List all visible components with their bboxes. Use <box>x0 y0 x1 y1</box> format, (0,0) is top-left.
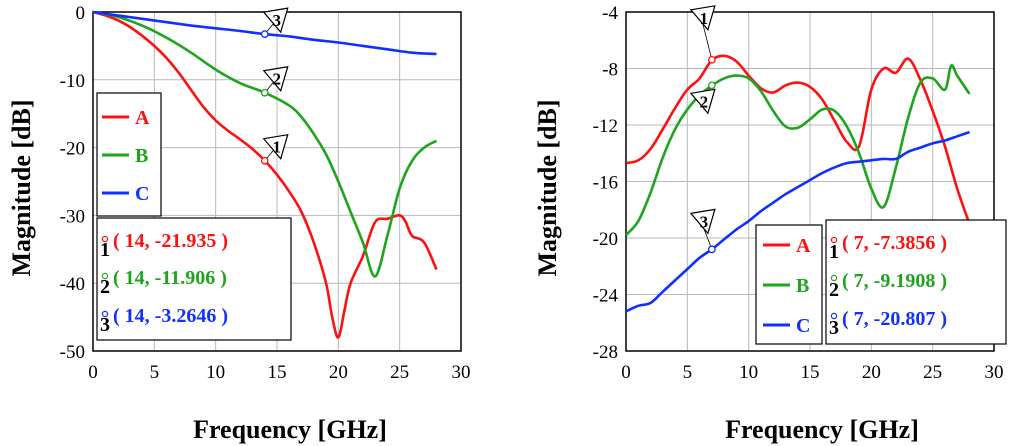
marker-flag-2 <box>689 88 716 115</box>
readout-dot-2 <box>101 272 109 280</box>
chart-left-legend: A B C <box>96 92 162 217</box>
marker-readout-box <box>96 217 292 341</box>
chart-left-marker-readout: 1 ( 14, -21.935 ) 2 ( 14, -11.906 ) 3 ( … <box>96 217 292 341</box>
marker-flag-number-1: 1 <box>700 9 709 28</box>
marker-point-2 <box>708 81 716 90</box>
x-tick-label: 0 <box>621 362 631 383</box>
y-tick-label: -20 <box>593 229 618 250</box>
readout-index-2: 2 <box>829 279 839 301</box>
readout-value-3: ( 14, -3.2646 ) <box>113 305 228 327</box>
x-tick-label: 30 <box>452 362 471 383</box>
legend-label-a: A <box>135 107 150 129</box>
chart-left-markers: 1 2 3 <box>260 7 289 165</box>
series-line-b <box>92 10 438 278</box>
marker-flag-number-2: 2 <box>272 70 281 89</box>
chart-right-marker-readout: 1 ( 7, -7.3856 ) 2 ( 7, -9.1908 ) 3 ( 7,… <box>825 219 1007 345</box>
readout-dot-1 <box>830 236 838 244</box>
readout-index-3: 3 <box>100 314 110 336</box>
legend-label-a: A <box>796 235 811 257</box>
x-tick-label: 25 <box>923 362 942 383</box>
chart-right-ticks: 0 5 10 15 20 25 30 -4 -8 -12 -16 -20 -24 -28 <box>593 3 1004 383</box>
legend-label-b: B <box>796 275 809 297</box>
y-tick-label: -50 <box>60 342 85 363</box>
readout-dot-1 <box>101 235 109 243</box>
x-tick-label: 20 <box>862 362 881 383</box>
chart-right-markers: 1 2 3 <box>689 5 716 254</box>
readout-index-3: 3 <box>829 317 839 339</box>
series-line-b <box>625 63 971 237</box>
marker-readout-box <box>825 219 1007 345</box>
chart-left-ticks: 0 5 10 15 20 25 30 0 -10 -20 -30 -40 -50 <box>60 3 471 383</box>
marker-point-1 <box>260 156 269 165</box>
marker-flag-3 <box>689 208 716 235</box>
readout-value-1: ( 14, -21.935 ) <box>113 230 228 252</box>
chart-left-y-axis-label: Magnitude [dB] <box>7 100 36 277</box>
readout-value-2: ( 7, -9.1908 ) <box>842 270 947 292</box>
x-tick-label: 10 <box>739 362 758 383</box>
y-tick-label: 0 <box>76 3 86 24</box>
marker-point-3 <box>260 30 269 38</box>
legend-label-c: C <box>135 183 149 205</box>
legend-label-c: C <box>796 315 810 337</box>
x-tick-label: 0 <box>88 362 98 383</box>
readout-index-1: 1 <box>100 239 110 261</box>
x-tick-label: 25 <box>390 362 409 383</box>
chart-left-x-axis-label: Frequency [GHz] <box>193 415 387 444</box>
series-line-a <box>92 10 438 339</box>
chart-right-legend: A B C <box>755 224 823 345</box>
x-tick-label: 5 <box>683 362 693 383</box>
y-tick-label: -4 <box>602 3 618 24</box>
marker-flag-3 <box>262 7 289 34</box>
marker-point-3 <box>708 245 716 254</box>
readout-index-1: 1 <box>829 241 839 263</box>
marker-flag-number-1: 1 <box>272 138 281 157</box>
chart-right: 0 5 10 15 20 25 30 -4 -8 -12 -16 -20 -24 -28 1 2 3 Freq… <box>533 3 1007 444</box>
marker-flag-2 <box>262 65 289 92</box>
readout-dot-2 <box>830 274 838 282</box>
chart-right-x-axis-label: Frequency [GHz] <box>725 415 919 444</box>
y-tick-label: -10 <box>60 71 85 92</box>
marker-point-1 <box>708 55 716 64</box>
marker-flag-number-3: 3 <box>700 212 709 231</box>
readout-dot-3 <box>101 310 109 318</box>
x-tick-label: 15 <box>268 362 287 383</box>
legend-label-b: B <box>135 145 148 167</box>
y-tick-label: -20 <box>60 139 85 160</box>
x-tick-label: 20 <box>329 362 348 383</box>
y-tick-label: -16 <box>593 173 618 194</box>
chart-right-plot-frame <box>625 11 995 352</box>
y-tick-label: -8 <box>602 60 618 81</box>
chart-right-y-axis-label: Magnitude [dB] <box>533 100 562 277</box>
x-tick-label: 30 <box>985 362 1004 383</box>
series-line-c <box>625 130 970 313</box>
marker-flag-1 <box>689 5 716 32</box>
readout-dot-3 <box>830 312 838 320</box>
y-tick-label: -12 <box>593 116 618 137</box>
chart-right-series <box>625 54 971 313</box>
x-tick-label: 15 <box>801 362 820 383</box>
marker-point-2 <box>260 88 269 97</box>
readout-index-2: 2 <box>100 276 110 298</box>
y-tick-label: -40 <box>60 274 85 295</box>
marker-leader-1 <box>701 19 713 60</box>
y-tick-label: -28 <box>593 342 618 363</box>
chart-left: 0 5 10 15 20 25 30 0 -10 -20 -30 -40 -50 1 2 3 Frequen… <box>7 3 471 444</box>
x-tick-label: 10 <box>206 362 225 383</box>
marker-flag-number-3: 3 <box>272 11 281 30</box>
x-tick-label: 5 <box>150 362 160 383</box>
readout-value-2: ( 14, -11.906 ) <box>113 267 227 289</box>
series-line-a <box>625 54 971 225</box>
y-tick-label: -24 <box>593 286 619 307</box>
marker-flag-number-2: 2 <box>700 92 709 111</box>
readout-value-3: ( 7, -20.807 ) <box>842 308 947 330</box>
y-tick-label: -30 <box>60 206 85 227</box>
readout-value-1: ( 7, -7.3856 ) <box>842 232 947 254</box>
marker-flag-1 <box>262 133 289 160</box>
